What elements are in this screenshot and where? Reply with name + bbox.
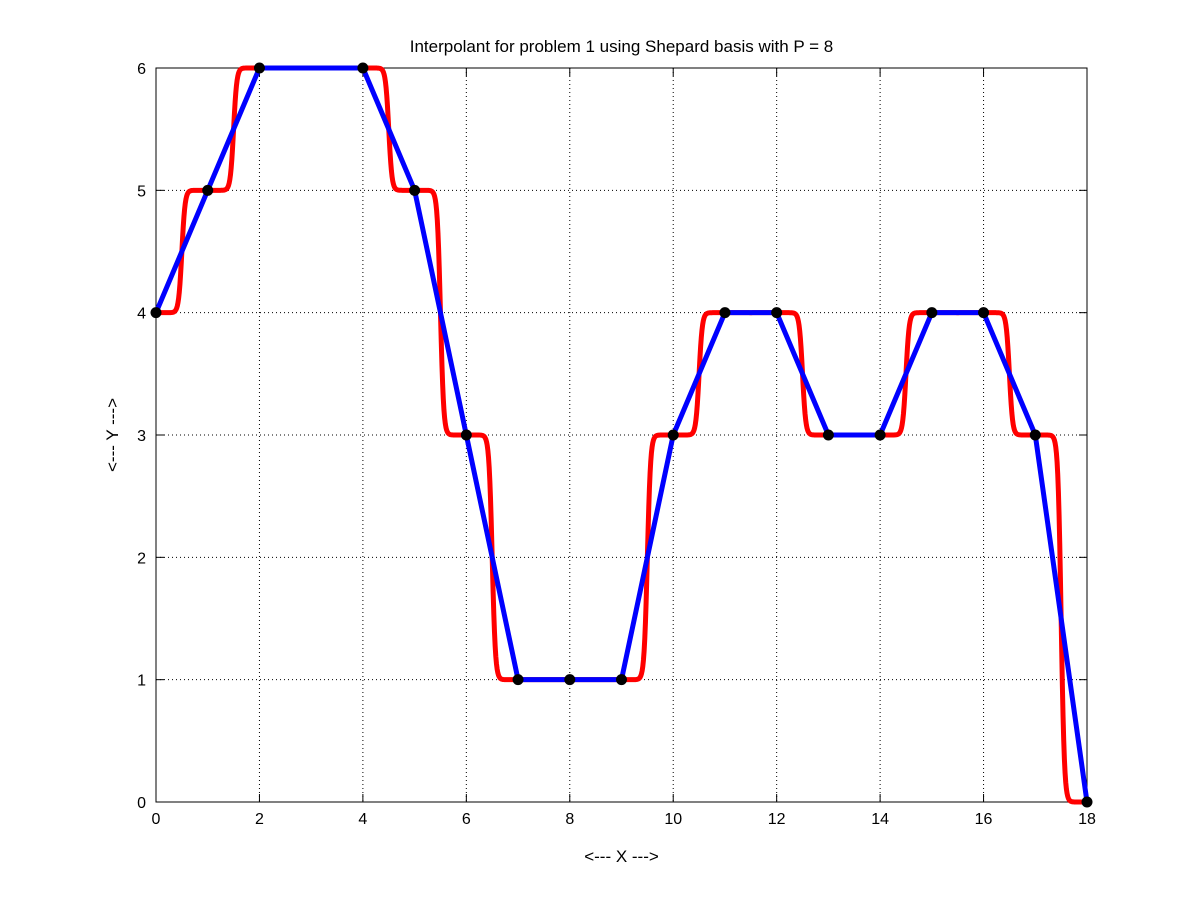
y-tick-label: 2 [137,550,146,567]
x-tick-label: 2 [255,811,264,828]
x-tick-label: 14 [871,811,889,828]
data-point-marker [616,674,627,686]
data-point-marker [978,307,990,319]
data-point-marker [202,184,214,196]
data-point-marker [357,62,369,74]
data-point-marker [1029,429,1041,441]
x-tick-label: 18 [1078,811,1096,828]
data-point-marker [874,429,886,441]
y-tick-label: 4 [137,306,146,323]
x-tick-label: 8 [565,811,574,828]
data-point-marker [512,674,524,686]
data-point-marker [253,62,265,74]
y-tick-label: 5 [137,183,146,200]
data-point-marker [1081,796,1093,808]
data-markers [150,62,1093,808]
data-point-marker [822,429,834,441]
x-tick-label: 16 [975,811,993,828]
y-tick-label: 0 [137,795,146,812]
x-axis-title: <--- X ---> [584,847,659,866]
data-point-marker [667,429,679,441]
x-tick-label: 0 [152,811,161,828]
x-tick-label: 12 [768,811,786,828]
chart-title: Interpolant for problem 1 using Shepard … [410,37,834,56]
data-point-marker [719,307,731,319]
x-tick-label: 10 [664,811,682,828]
data-point-marker [409,184,421,196]
y-axis-title: <--- Y ---> [103,398,122,472]
y-tick-label: 3 [137,428,146,445]
data-point-marker [926,307,938,319]
x-tick-label: 6 [462,811,471,828]
data-point-marker [460,429,472,441]
data-point-marker [771,307,783,319]
y-tick-label: 6 [137,61,146,78]
x-tick-label: 4 [358,811,367,828]
y-tick-label: 1 [137,673,146,690]
data-point-marker [564,674,576,686]
data-point-marker [150,307,162,319]
